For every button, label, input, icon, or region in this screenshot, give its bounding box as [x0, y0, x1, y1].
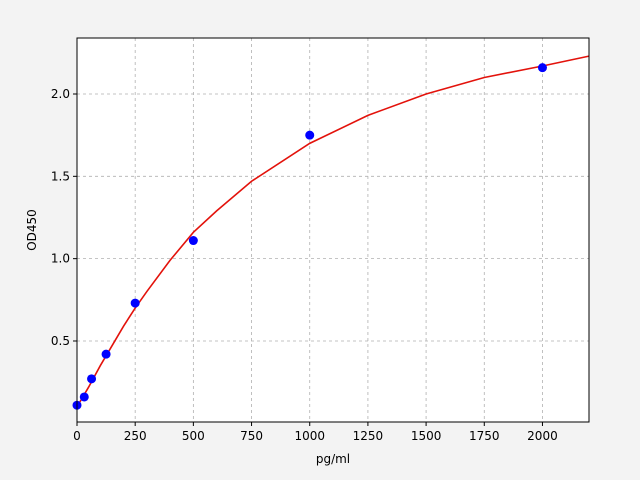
data-point	[130, 298, 140, 308]
x-tick-label: 1750	[469, 429, 500, 443]
y-axis-title: OD450	[25, 209, 39, 251]
y-tick-label: 0.5	[51, 334, 70, 348]
x-tick-label: 0	[73, 429, 81, 443]
x-tick-label: 750	[240, 429, 263, 443]
data-point	[537, 63, 547, 73]
data-point	[87, 374, 97, 384]
x-axis-title: pg/ml	[316, 452, 350, 466]
x-tick-label: 250	[124, 429, 147, 443]
data-point	[188, 236, 198, 246]
x-tick-label: 1000	[294, 429, 325, 443]
data-point	[79, 392, 89, 402]
x-tick-label: 1250	[353, 429, 384, 443]
y-tick-label: 1.0	[51, 252, 70, 266]
axes-frame	[76, 37, 590, 423]
y-tick-label: 1.5	[51, 169, 70, 183]
data-point	[305, 130, 315, 140]
y-tick-label: 2.0	[51, 87, 70, 101]
x-tick-label: 500	[182, 429, 205, 443]
x-tick-label: 2000	[527, 429, 558, 443]
plot-area	[77, 38, 589, 422]
data-point	[101, 349, 111, 359]
x-tick-label: 1500	[411, 429, 442, 443]
plot-layer	[72, 38, 590, 422]
